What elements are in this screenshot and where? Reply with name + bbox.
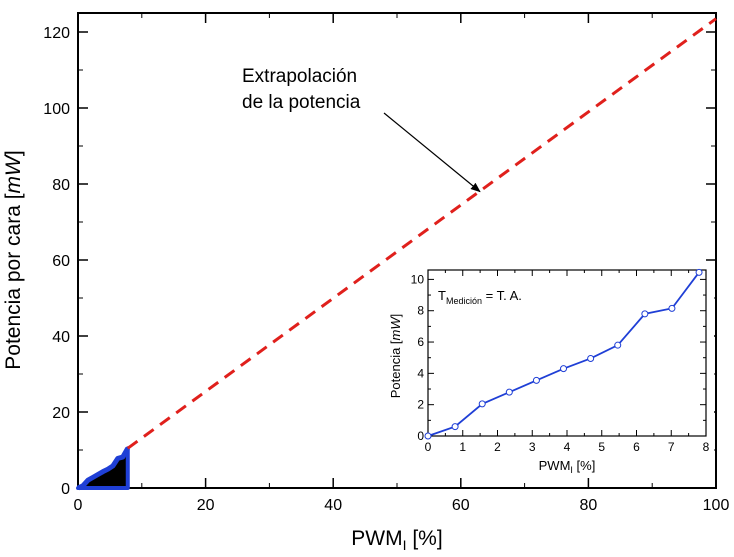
inset-data-point (478, 400, 486, 408)
y-tick-label: 100 (43, 101, 70, 118)
main-x-axis-label: PWMI [%] (351, 527, 442, 553)
x-tick-label: 40 (324, 497, 342, 514)
inset-y-tick-label: 8 (417, 304, 424, 318)
extrapolation-line (126, 17, 717, 450)
main-y-axis-label: Potencia por cara [mW] (2, 150, 25, 369)
inset-y-tick-label: 2 (417, 398, 424, 412)
inset-y-tick-label: 0 (417, 429, 424, 443)
inset-x-tick-label: 6 (633, 440, 640, 454)
inset-x-tick-label: 8 (703, 440, 710, 454)
y-tick-label: 120 (43, 25, 70, 42)
inset-x-tick-label: 2 (494, 440, 501, 454)
inset-data-point (560, 365, 568, 373)
extrapolation-annotation: Extrapolación de la potencia (242, 66, 481, 193)
y-tick-label: 20 (52, 405, 70, 422)
annotation-line-1: Extrapolación (242, 66, 357, 87)
main-series (76, 17, 717, 491)
inset-axis-ticks: 0 1 2 3 4 5 6 7 8 0 2 4 6 8 10 (411, 270, 710, 454)
inset-y-tick-label: 10 (411, 272, 425, 286)
inset-background (386, 268, 714, 478)
inset-data-point (695, 268, 703, 276)
y-tick-label: 60 (52, 253, 70, 270)
x-tick-label: 60 (452, 497, 470, 514)
measured-line (76, 447, 130, 491)
inset-x-tick-label: 0 (425, 440, 432, 454)
x-tick-label: 80 (580, 497, 598, 514)
x-tick-label: 20 (197, 497, 215, 514)
inset-y-axis-label: Potencia [mW] (388, 314, 403, 399)
inset-y-tick-label: 4 (417, 366, 424, 380)
inset-x-tick-label: 5 (598, 440, 605, 454)
inset-x-axis-label: PWMI [%] (539, 458, 596, 475)
annotation-line-2: de la potencia (242, 92, 361, 113)
inset-annotation: TMedición = T. A. (438, 288, 522, 306)
inset-x-tick-label: 3 (529, 440, 536, 454)
inset-data-point (532, 376, 540, 384)
inset-data-point (505, 388, 513, 396)
x-tick-label: 0 (74, 497, 83, 514)
x-tick-label: 100 (703, 497, 730, 514)
y-tick-label: 0 (61, 481, 70, 498)
y-tick-label: 80 (52, 177, 70, 194)
inset-series (424, 268, 703, 440)
annotation-arrow (383, 112, 481, 193)
inset-data-point (614, 341, 622, 349)
y-tick-label: 40 (52, 329, 70, 346)
inset-data-point (451, 423, 459, 431)
inset-data-point (641, 310, 649, 318)
inset-y-tick-label: 6 (417, 335, 424, 349)
inset-data-point (668, 304, 676, 312)
inset-data-point (587, 354, 595, 362)
inset-x-tick-label: 4 (564, 440, 571, 454)
inset-data-point (424, 432, 432, 440)
inset-x-tick-label: 1 (459, 440, 466, 454)
inset-chart: 0 1 2 3 4 5 6 7 8 0 2 4 6 8 10 TMedición = T. A. PWMI … (386, 268, 714, 478)
inset-x-tick-label: 7 (668, 440, 675, 454)
